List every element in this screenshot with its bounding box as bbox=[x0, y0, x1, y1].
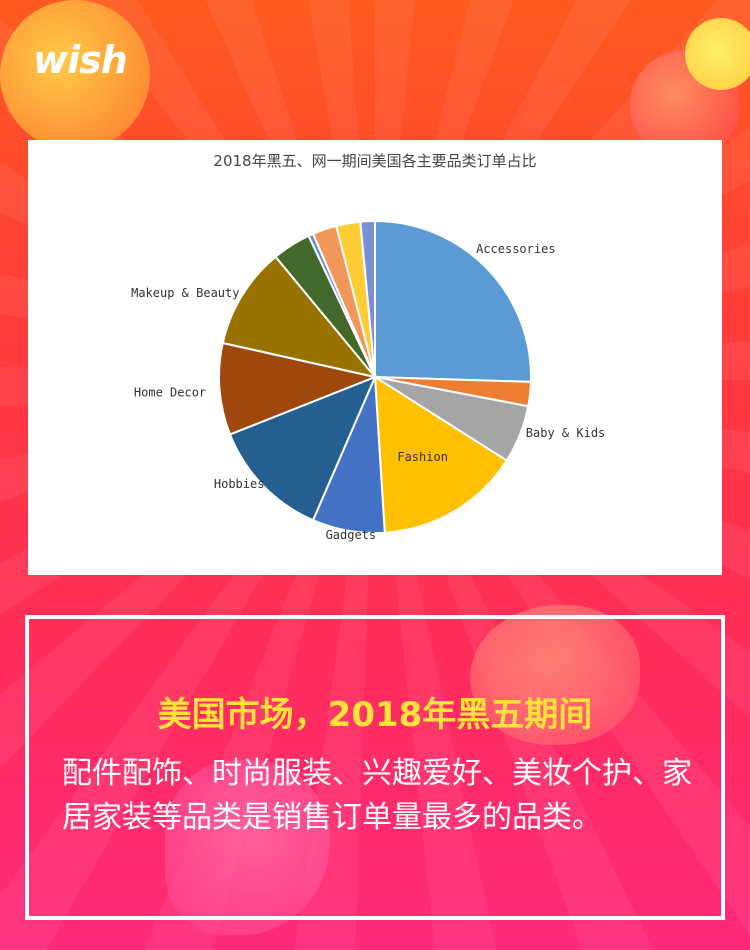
wish-logo: wish bbox=[33, 38, 128, 82]
pie-slice bbox=[374, 219, 532, 383]
decor-bubble bbox=[685, 18, 750, 90]
body-text: 配件配饰、时尚服装、兴趣爱好、美妆个护、家居家装等品类是销售订单量最多的品类。 bbox=[62, 756, 692, 835]
pie-slice bbox=[359, 219, 376, 378]
pie-slice bbox=[228, 375, 377, 522]
slice-label: Fashion bbox=[397, 450, 448, 464]
slice-label: Home Decor bbox=[134, 386, 206, 400]
chart-card: 2018年黑五、网一期间美国各主要品类订单占比 Accessories Baby … bbox=[28, 140, 722, 575]
decor-bubble bbox=[165, 760, 330, 935]
pie-chart: Accessories Baby & Kids Fashion Gadgets Hobb… bbox=[131, 219, 605, 542]
chart-title: 2018年黑五、网一期间美国各主要品类订单占比 bbox=[213, 152, 537, 170]
pie-slice bbox=[218, 341, 379, 436]
slice-label: Makeup & Beauty bbox=[131, 286, 239, 300]
pie-slice bbox=[221, 255, 378, 379]
decor-bubble bbox=[470, 605, 640, 745]
info-box: 美国市场，2018年黑五期间 配件配饰、时尚服装、兴趣爱好、美妆个护、家居家装等… bbox=[25, 615, 725, 920]
slice-label: Gadgets bbox=[326, 528, 377, 542]
slice-label: Baby & Kids bbox=[526, 426, 605, 440]
slice-label: Hobbies bbox=[214, 477, 265, 491]
decor-bubble bbox=[0, 0, 150, 150]
pie-slice bbox=[373, 375, 509, 534]
headline: 美国市场，2018年黑五期间 bbox=[157, 695, 593, 735]
slice-label: Accessories bbox=[476, 242, 555, 256]
